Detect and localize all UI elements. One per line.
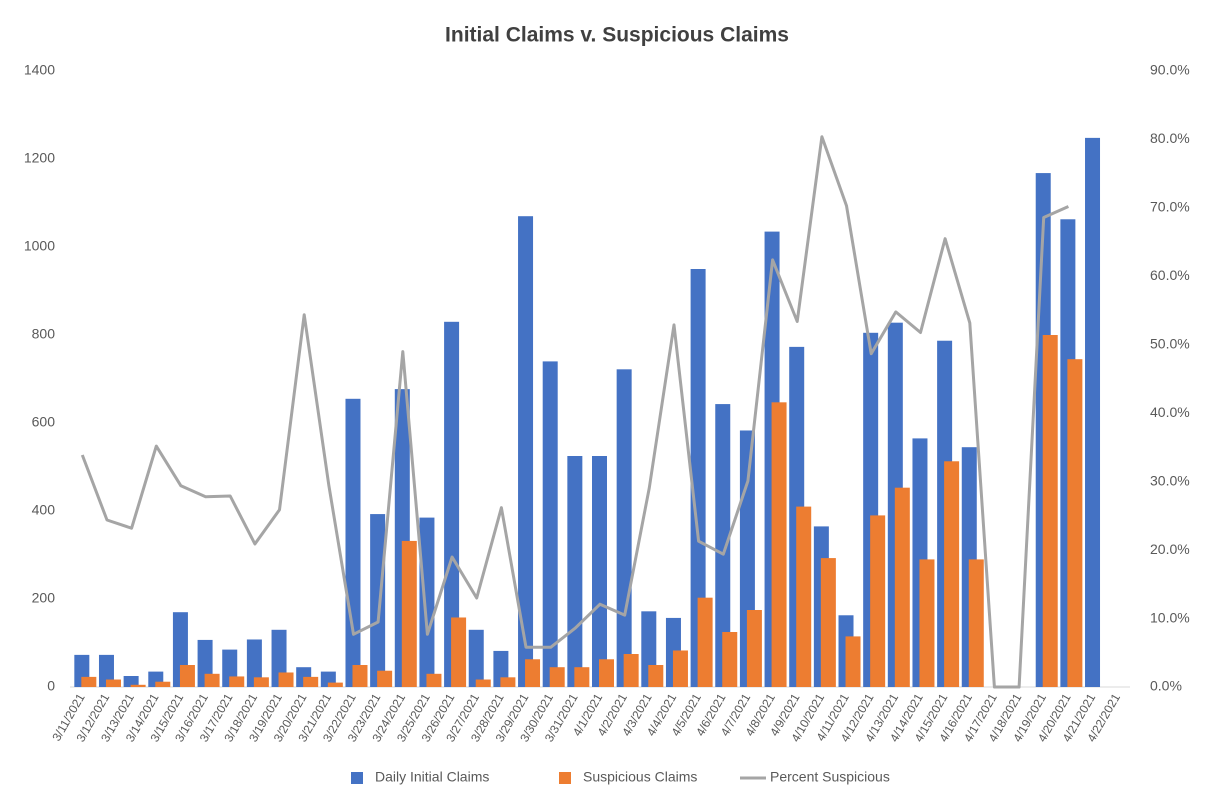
y2-tick-label: 30.0% (1150, 472, 1190, 488)
bar (518, 216, 534, 687)
bar (567, 456, 583, 687)
bar (500, 677, 516, 687)
bar (278, 672, 294, 687)
bar (98, 654, 114, 687)
bar (574, 667, 590, 687)
bar (525, 659, 541, 687)
chart-title: Initial Claims v. Suspicious Claims (445, 24, 789, 47)
legend-swatch (559, 772, 571, 784)
line (80, 135, 1070, 689)
y-tick-label: 0 (47, 678, 55, 694)
bar (1085, 137, 1101, 687)
bar (81, 676, 97, 687)
bar (426, 673, 442, 687)
bar (444, 321, 460, 687)
bar (690, 269, 706, 687)
bar (155, 681, 171, 687)
bar (105, 679, 121, 687)
y-tick-label: 1000 (24, 238, 55, 254)
y2-tick-label: 70.0% (1150, 199, 1190, 215)
bar (820, 558, 836, 687)
bar (968, 559, 984, 687)
y2-tick-label: 0.0% (1150, 678, 1182, 694)
bar (327, 682, 343, 687)
y2-tick-label: 20.0% (1150, 541, 1190, 557)
bar (370, 514, 386, 687)
bar (345, 398, 361, 687)
bar (229, 676, 245, 687)
bar (845, 636, 861, 687)
legend-label: Suspicious Claims (583, 769, 697, 785)
bar (771, 402, 787, 687)
bar (1042, 335, 1058, 687)
bar (616, 369, 632, 687)
legend-label: Daily Initial Claims (375, 769, 489, 785)
y-tick-label: 1400 (24, 62, 55, 78)
y-tick-label: 400 (32, 502, 56, 518)
bar (468, 629, 484, 687)
bar (303, 676, 319, 687)
bar (451, 617, 467, 687)
bar (419, 517, 435, 687)
bar (592, 456, 607, 687)
y-tick-label: 800 (32, 326, 56, 342)
bar (401, 540, 417, 687)
bar (722, 632, 738, 687)
bar (130, 684, 146, 687)
bar (352, 665, 368, 687)
bar (599, 659, 614, 687)
y2-tick-label: 50.0% (1150, 335, 1190, 351)
bar (253, 677, 269, 687)
y-tick-label: 1200 (24, 150, 55, 166)
y2-tick-label: 60.0% (1150, 267, 1190, 283)
bar (894, 487, 910, 687)
bar (246, 639, 262, 687)
bar (1067, 359, 1083, 687)
y-tick-label: 600 (32, 414, 56, 430)
bar (697, 597, 713, 687)
bar (672, 650, 688, 687)
legend-swatch (351, 772, 363, 784)
bar (377, 670, 393, 687)
y2-tick-label: 40.0% (1150, 404, 1190, 420)
bar (796, 506, 812, 687)
bar (623, 654, 639, 687)
bar (648, 665, 664, 687)
bar (542, 361, 558, 687)
y2-tick-label: 90.0% (1150, 62, 1190, 78)
bar (475, 679, 491, 687)
bar (746, 610, 762, 687)
legend-label: Percent Suspicious (770, 769, 890, 785)
y-tick-label: 200 (32, 590, 56, 606)
bar (549, 667, 565, 687)
y2-tick-label: 80.0% (1150, 130, 1190, 146)
bar (204, 673, 220, 687)
bar (123, 676, 139, 687)
bar (715, 404, 731, 687)
bar (179, 665, 195, 687)
y2-tick-label: 10.0% (1150, 609, 1190, 625)
bar (944, 461, 960, 687)
bar (870, 515, 886, 687)
bar (919, 559, 935, 687)
